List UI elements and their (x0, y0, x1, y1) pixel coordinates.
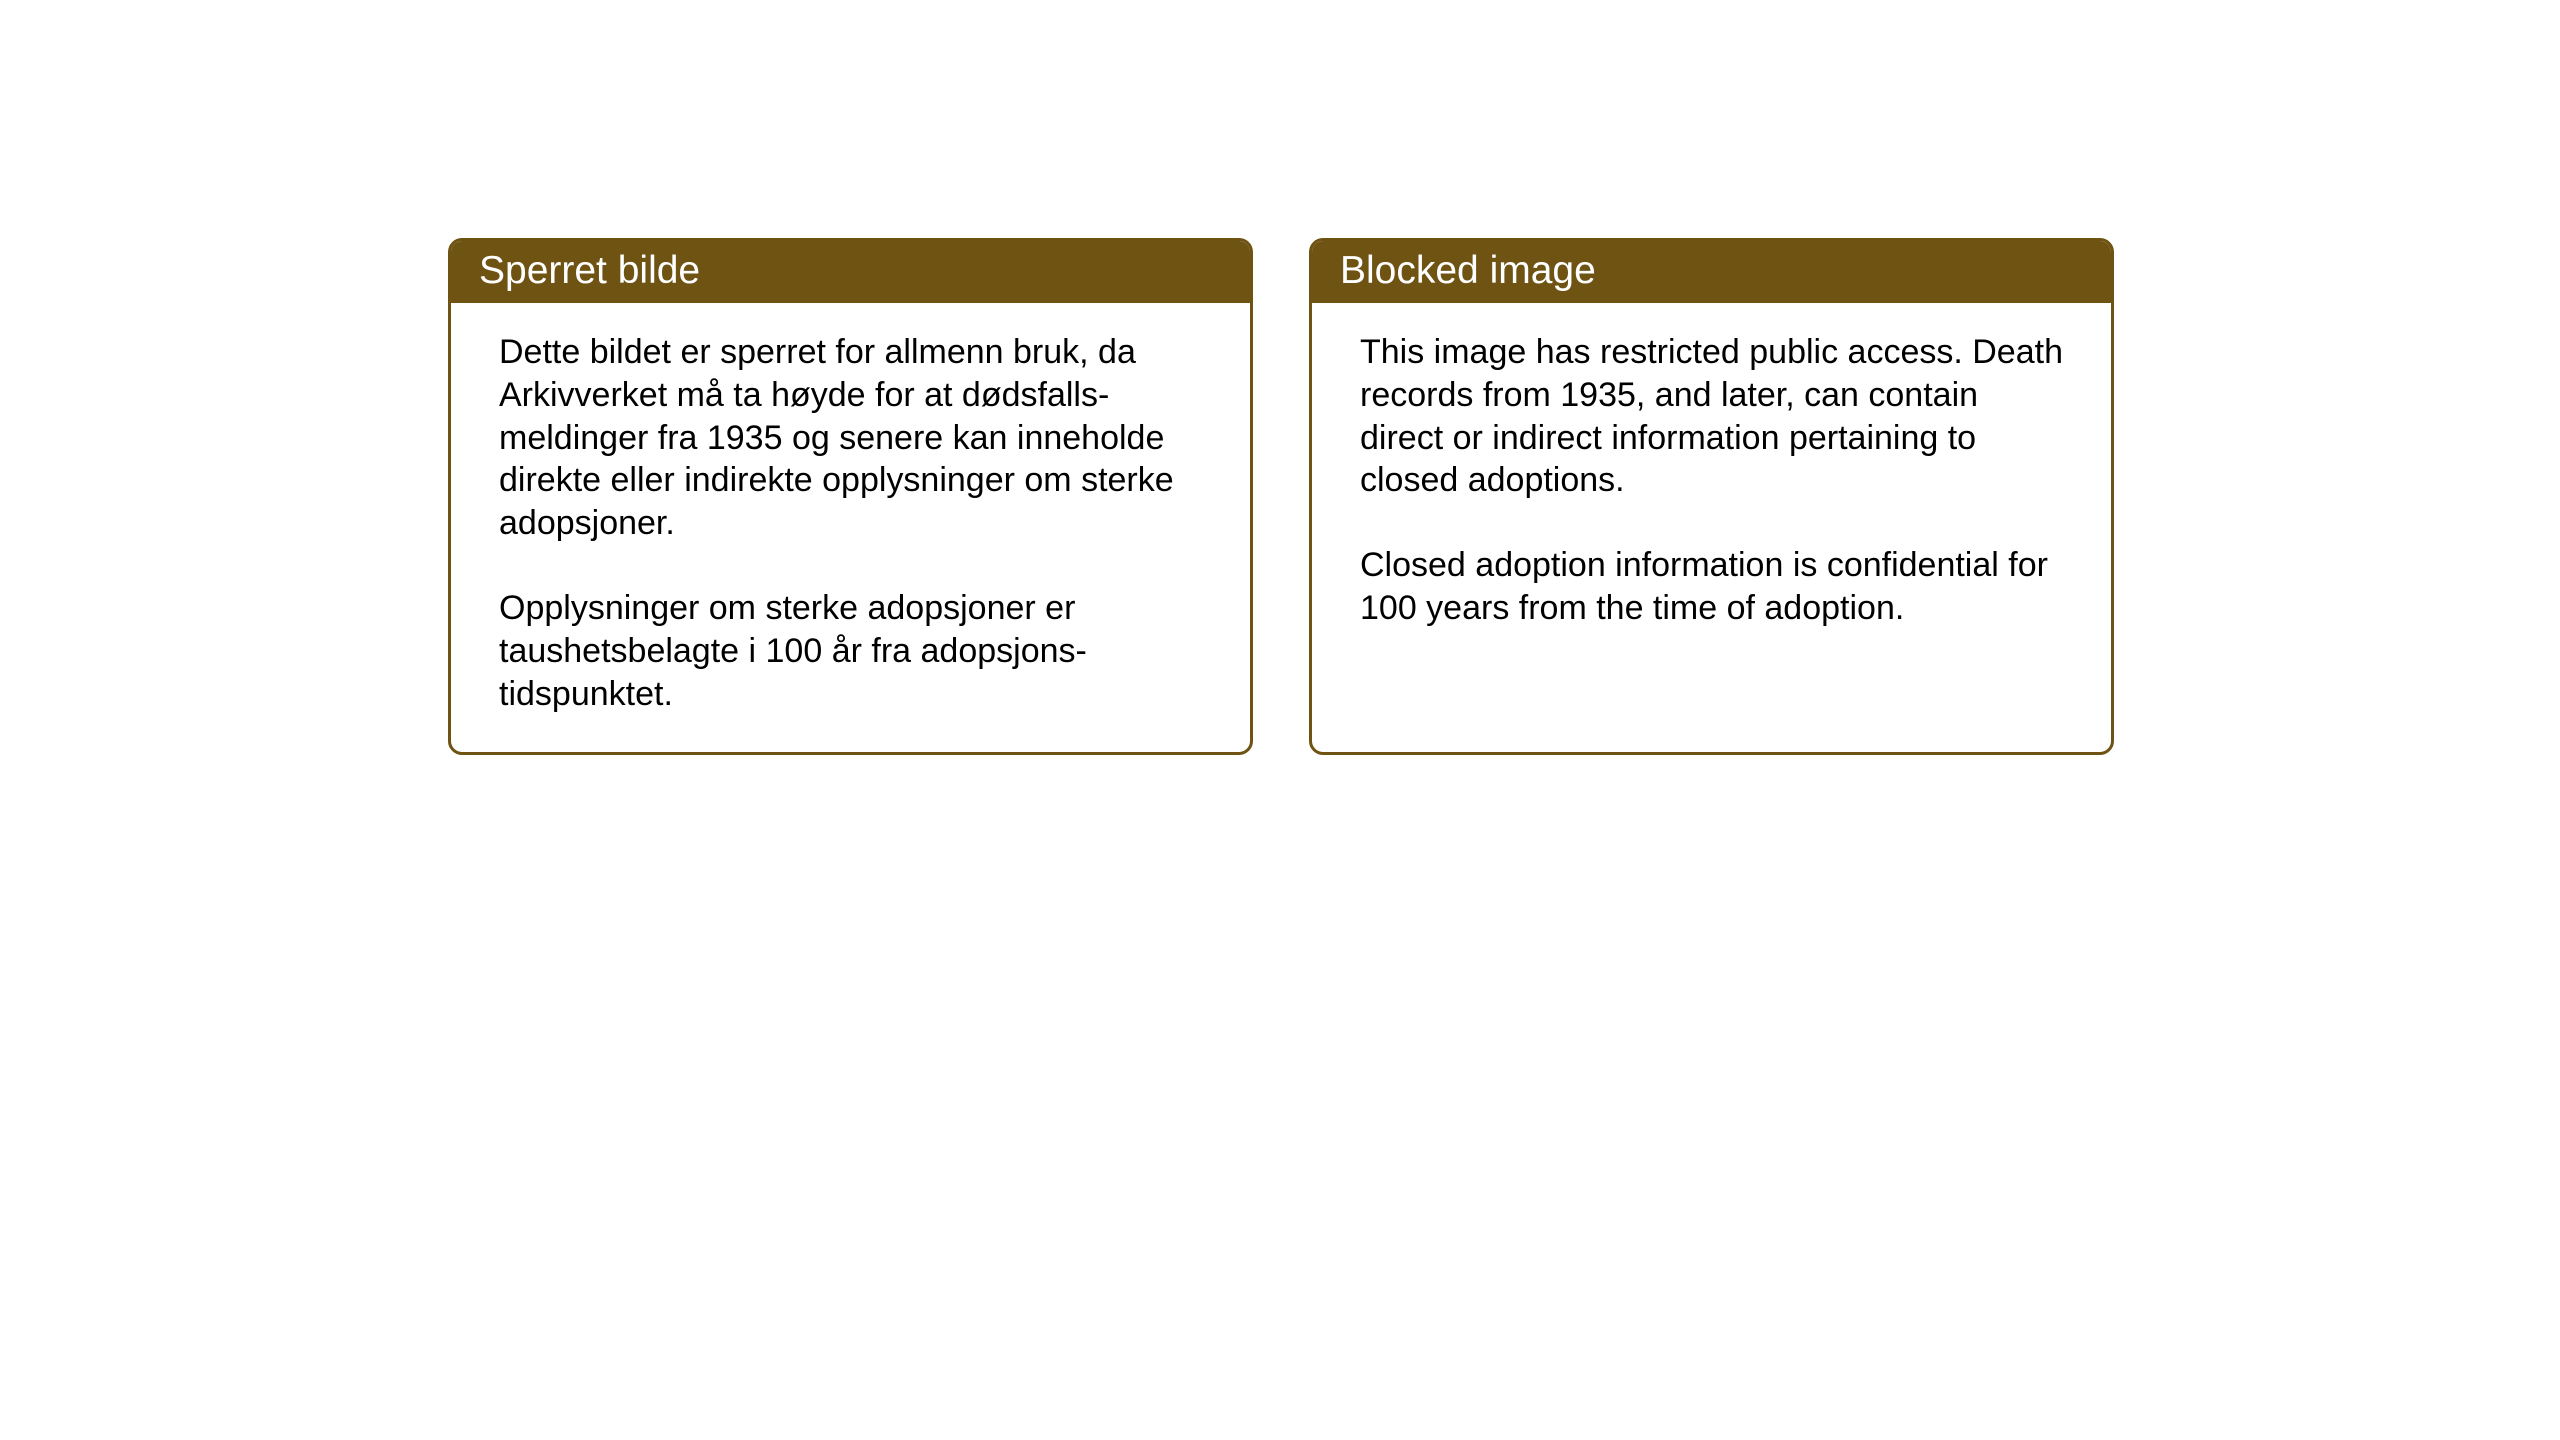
notice-paragraph: This image has restricted public access.… (1360, 331, 2066, 502)
notice-paragraph: Opplysninger om sterke adopsjoner er tau… (499, 587, 1205, 715)
notice-body-english: This image has restricted public access.… (1312, 303, 2111, 724)
notice-body-norwegian: Dette bildet er sperret for allmenn bruk… (451, 303, 1250, 752)
notice-box-english: Blocked image This image has restricted … (1309, 238, 2114, 755)
notice-title-norwegian: Sperret bilde (451, 241, 1250, 303)
notice-container: Sperret bilde Dette bildet er sperret fo… (448, 238, 2114, 755)
notice-box-norwegian: Sperret bilde Dette bildet er sperret fo… (448, 238, 1253, 755)
notice-paragraph: Closed adoption information is confident… (1360, 544, 2066, 630)
notice-paragraph: Dette bildet er sperret for allmenn bruk… (499, 331, 1205, 545)
notice-title-english: Blocked image (1312, 241, 2111, 303)
